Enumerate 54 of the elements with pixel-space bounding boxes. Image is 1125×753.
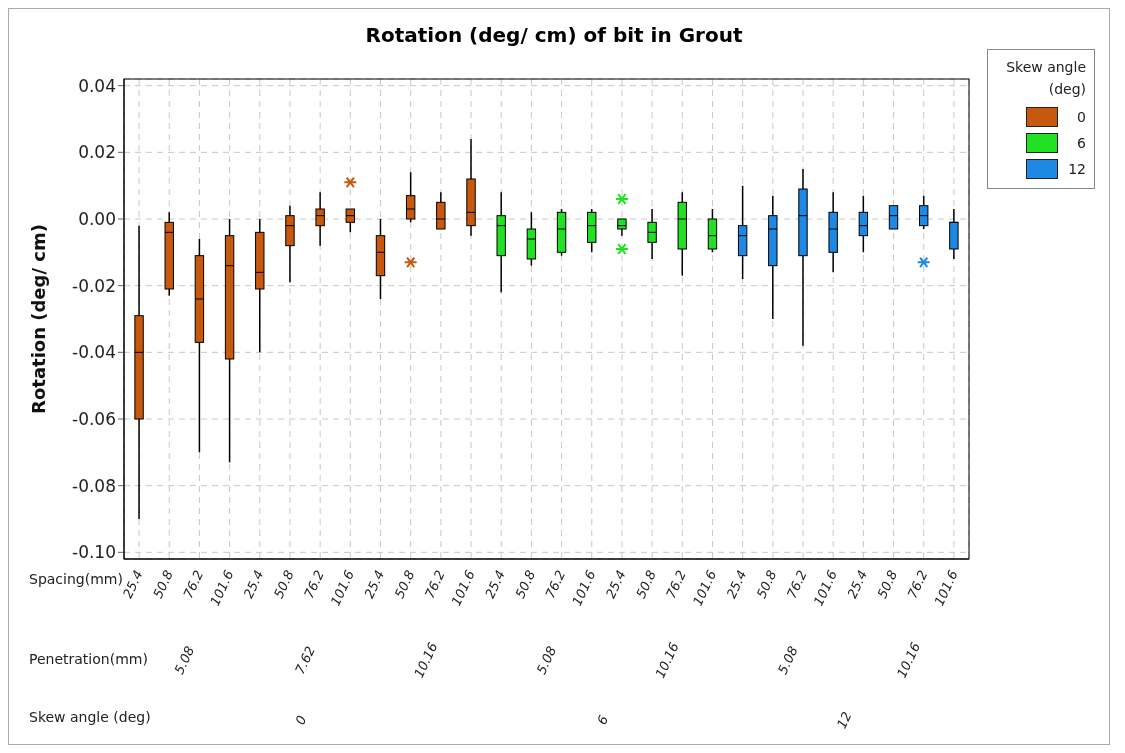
text: 10.16 <box>652 640 682 681</box>
legend-label: 12 <box>1067 161 1086 177</box>
x-tick-label: 76.2 <box>301 567 327 601</box>
x-tick-label: 50.8 <box>753 567 780 601</box>
legend-title: Skew angle (deg) <box>1005 58 1086 99</box>
text: Penetration(mm) <box>29 651 148 667</box>
x-tick-label: 101.6 <box>207 567 237 608</box>
x-tick-label: 76.2 <box>421 567 448 601</box>
x-tick-label: 50.8 <box>391 567 418 601</box>
text: 5.08 <box>171 643 198 677</box>
text: Spacing(mm) <box>29 571 123 587</box>
x-tick-label: 50.8 <box>150 567 176 601</box>
x-tick-label: 101.6 <box>448 567 478 608</box>
x-tick-label: 76.2 <box>180 567 207 601</box>
x-tick-label: 25.4 <box>240 567 267 601</box>
x-tick-label: 50.8 <box>512 567 539 601</box>
x-tick-label: 50.8 <box>270 567 297 601</box>
x-tick-label: 50.8 <box>633 567 659 601</box>
y-tick-label: -0.10 <box>72 542 116 563</box>
text: 12 <box>833 709 855 731</box>
y-tick-label: 0.00 <box>78 209 116 230</box>
text: 10.16 <box>893 640 924 681</box>
x-tick-label: 76.2 <box>542 567 569 601</box>
y-axis-title: Rotation (deg/ cm) <box>28 224 50 414</box>
legend-label: 6 <box>1076 135 1086 151</box>
y-tick-label: 0.02 <box>78 142 116 163</box>
x-tick-label: 25.4 <box>361 567 388 601</box>
y-tick-label: -0.02 <box>72 275 116 296</box>
x-tick-label: 76.2 <box>904 567 931 601</box>
y-tick-label: 0.04 <box>78 75 116 96</box>
x-tick-label: 101.6 <box>810 567 840 608</box>
text: 10.16 <box>411 640 441 681</box>
x-tick-label: 25.4 <box>723 567 750 601</box>
legend-label: 0 <box>1076 109 1086 125</box>
text: 0 <box>292 713 310 728</box>
x-tick-label: 101.6 <box>689 567 720 608</box>
text: 7.62 <box>292 643 318 677</box>
x-tick-label: 25.4 <box>844 567 871 601</box>
text: 5.08 <box>774 643 801 677</box>
text: 6 <box>594 713 612 728</box>
x-tick-label: 101.6 <box>569 567 599 608</box>
text: Skew angle (deg) <box>29 709 151 725</box>
x-tick-label: 25.4 <box>482 567 508 601</box>
chart-title: Rotation (deg/ cm) of bit in Grout <box>364 23 744 47</box>
y-tick-label: -0.04 <box>72 342 116 363</box>
x-tick-label: 101.6 <box>327 567 358 608</box>
x-tick-label: 76.2 <box>663 567 690 601</box>
text: 5.08 <box>533 643 560 677</box>
x-tick-label: 25.4 <box>602 567 629 601</box>
y-tick-label: -0.06 <box>72 409 116 430</box>
x-tick-label: 76.2 <box>783 567 810 601</box>
x-tick-label: 50.8 <box>874 567 901 601</box>
y-tick-label: -0.08 <box>72 475 116 496</box>
x-tick-label: 101.6 <box>931 567 961 608</box>
